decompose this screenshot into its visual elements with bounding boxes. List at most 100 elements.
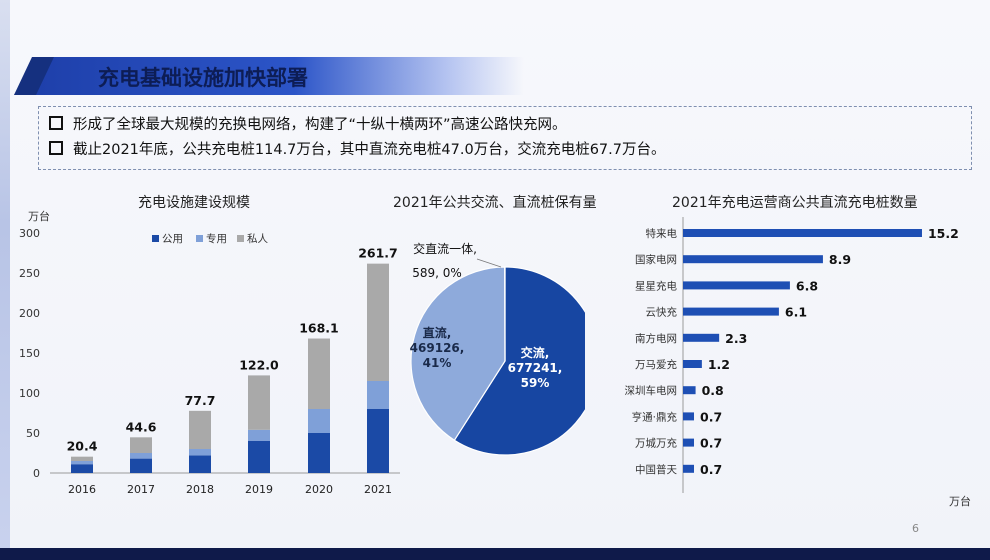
stacked-bar-chart: 万台 0 50 100 150 200 250 300 20.4 2016 44.6 2017 77.7…	[19, 209, 400, 496]
bar-segment-私人	[71, 456, 93, 461]
bar-segment-专用	[71, 461, 93, 465]
x-tick-label: 15	[912, 513, 926, 515]
category-label: 云快充	[646, 306, 678, 319]
hbar	[683, 464, 695, 473]
legend-label: 公用	[162, 233, 183, 245]
bar-segment-私人	[308, 338, 330, 409]
hbar-value-label: 1.2	[708, 357, 730, 372]
category-label: 亨通·鼎充	[632, 410, 678, 423]
x-tick-label: 0	[680, 513, 687, 515]
y-tick-label: 300	[19, 227, 40, 240]
x-tick-label: 2016	[68, 483, 96, 496]
hbar	[683, 333, 720, 342]
category-label: 深圳车电网	[625, 384, 678, 397]
bar-segment-专用	[308, 409, 330, 433]
category-label: 中国普天	[635, 463, 677, 476]
category-label: 万马爱充	[635, 358, 677, 371]
page-title: 充电基础设施加快部署	[98, 66, 308, 90]
bar-chart-title: 充电设施建设规模	[138, 195, 250, 211]
note-item: 形成了全球最大规模的充换电网络，构建了“十纵十横两环”高速公路快充网。	[49, 113, 961, 138]
bar-total-label: 122.0	[239, 357, 279, 372]
hbar	[683, 281, 790, 290]
pie-chart: 交流, 677241, 59% 直流, 469126, 41% 交直流一体, 589, 0%	[410, 241, 585, 456]
pie-slice-直流	[410, 266, 506, 442]
title-banner	[14, 57, 524, 95]
bar-total-label: 44.6	[126, 419, 157, 434]
pie-label-dc: 直流, 469126, 41%	[410, 325, 465, 370]
hbar	[683, 360, 702, 368]
legend-swatch	[152, 235, 159, 242]
category-label: 星星充电	[635, 279, 677, 292]
y-tick-label: 150	[19, 347, 40, 360]
bar-segment-专用	[189, 449, 211, 456]
hbar-value-label: 2.3	[725, 331, 747, 346]
hbar-chart-title: 2021年充电运营商公共直流充电桩数量	[672, 195, 918, 211]
bar-segment-公用	[130, 458, 152, 473]
y-axis-unit: 万台	[28, 209, 50, 223]
y-tick-label: 250	[19, 267, 40, 280]
bar-segment-公用	[367, 409, 389, 473]
hbar-value-label: 8.9	[829, 252, 851, 267]
y-tick-label: 200	[19, 307, 40, 320]
x-tick-label: 2017	[127, 483, 155, 496]
notes-box: 形成了全球最大规模的充换电网络，构建了“十纵十横两环”高速公路快充网。 截止20…	[38, 106, 972, 170]
x-tick-label: 9	[821, 513, 828, 515]
note-text: 形成了全球最大规模的充换电网络，构建了“十纵十横两环”高速公路快充网。	[73, 117, 567, 133]
bar-segment-专用	[367, 381, 389, 409]
hbar-value-label: 0.7	[700, 409, 722, 424]
category-label: 南方电网	[635, 332, 677, 345]
pie-slice-交流	[453, 266, 585, 456]
legend-swatch	[196, 235, 203, 242]
pie-label-line: 交流,	[521, 345, 550, 360]
category-label: 特来电	[646, 227, 678, 240]
y-tick-label: 50	[26, 427, 40, 440]
note-item: 截止2021年底，公共充电桩114.7万台，其中直流充电桩47.0万台，交流充电…	[49, 138, 961, 163]
pie-label-line: 59%	[521, 376, 550, 390]
hbar	[683, 307, 779, 316]
checkbox-icon	[49, 141, 63, 155]
pie-label-hybrid: 交直流一体, 589, 0%	[412, 241, 477, 280]
bar-segment-公用	[71, 464, 93, 473]
pie-label-line: 469126,	[410, 341, 465, 355]
hbar-value-label: 15.2	[928, 226, 959, 241]
x-tick-label: 2020	[305, 483, 333, 496]
x-tick-label: 12	[865, 513, 879, 515]
x-axis-unit: 万台	[949, 494, 971, 508]
pie-label-ac: 交流, 677241, 59%	[508, 345, 563, 390]
x-tick-label: 18	[959, 513, 973, 515]
bar-segment-公用	[248, 441, 270, 473]
pie-label-line: 589, 0%	[412, 266, 462, 280]
y-tick-label: 0	[33, 467, 40, 480]
category-label: 万城万充	[635, 437, 677, 450]
bar-segment-私人	[248, 375, 270, 430]
bar-segment-私人	[130, 437, 152, 453]
y-tick-label: 100	[19, 387, 40, 400]
bar-segment-私人	[367, 263, 389, 381]
x-tick-label: 2021	[364, 483, 392, 496]
pie-chart-title: 2021年公共交流、直流桩保有量	[393, 195, 597, 211]
x-tick-label: 2019	[245, 483, 273, 496]
bar-segment-专用	[248, 429, 270, 441]
hbar-value-label: 0.7	[700, 462, 722, 477]
hbar	[683, 229, 922, 237]
bar-segment-专用	[130, 453, 152, 459]
pie-label-line: 41%	[423, 356, 452, 370]
hbar	[683, 386, 696, 395]
left-edge-strip	[0, 0, 10, 560]
hbar	[683, 438, 695, 447]
hbar-value-label: 6.8	[796, 278, 818, 293]
pie-label-line: 直流,	[423, 325, 452, 340]
horizontal-bar-chart: 特来电 15.2 国家电网 8.9 星星充电 6.8 云快充 6.1 南方电网 2.3 万马爱充 1.…	[625, 217, 973, 515]
hbar-value-label: 0.8	[702, 383, 724, 398]
bar-total-label: 168.1	[299, 321, 339, 336]
bar-segment-公用	[189, 455, 211, 473]
hbar-value-label: 0.7	[700, 436, 722, 451]
hbar	[683, 255, 823, 264]
bar-total-label: 261.7	[358, 246, 398, 261]
bar-total-label: 20.4	[67, 439, 98, 454]
category-label: 国家电网	[635, 253, 677, 266]
x-tick-label: 3	[727, 513, 734, 515]
note-text: 截止2021年底，公共充电桩114.7万台，其中直流充电桩47.0万台，交流充电…	[73, 142, 666, 158]
x-tick-label: 6	[774, 513, 781, 515]
bar-total-label: 77.7	[185, 393, 216, 408]
